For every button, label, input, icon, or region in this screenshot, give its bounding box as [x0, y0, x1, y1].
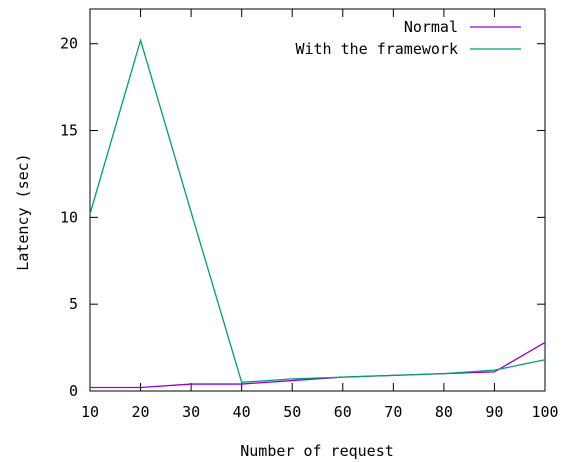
- y-tick-label: 15: [60, 122, 78, 140]
- series-line-1: [89, 37, 546, 384]
- x-tick-label: 100: [531, 403, 558, 421]
- plot-frame: [89, 8, 546, 392]
- series-line-0: [90, 341, 546, 389]
- legend-label: Normal: [404, 18, 458, 36]
- x-tick-label: 60: [334, 403, 352, 421]
- y-tick-label: 5: [69, 295, 78, 313]
- legend: Normal With the framework: [295, 18, 521, 58]
- x-axis-label: Number of request: [240, 442, 394, 460]
- x-tick-label: 80: [435, 403, 453, 421]
- y-tick-label: 10: [60, 208, 78, 226]
- y-tick-label: 20: [60, 35, 78, 53]
- x-tick-label: 20: [132, 403, 150, 421]
- y-axis-ticks: 0 5 10 15 20: [60, 35, 545, 400]
- x-tick-label: 50: [283, 403, 301, 421]
- y-tick-label: 0: [69, 382, 78, 400]
- x-axis-ticks: 10 20 30 40 50 60 70 80 90 100: [81, 9, 559, 421]
- series-lines: [89, 37, 546, 389]
- x-tick-label: 90: [485, 403, 503, 421]
- x-tick-label: 40: [233, 403, 251, 421]
- legend-label: With the framework: [295, 40, 458, 58]
- x-tick-label: 30: [182, 403, 200, 421]
- y-axis-label: Latency (sec): [14, 153, 32, 270]
- x-tick-label: 10: [81, 403, 99, 421]
- x-tick-label: 70: [384, 403, 402, 421]
